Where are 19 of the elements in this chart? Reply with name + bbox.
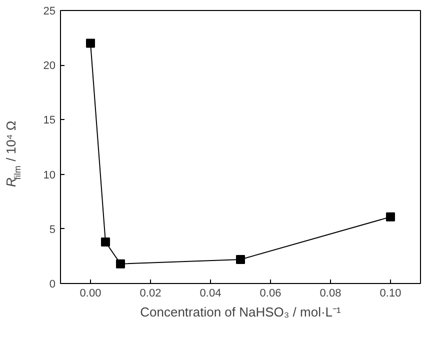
point <box>386 212 395 222</box>
x-tick-label: 0.10 <box>380 288 402 300</box>
y-axis-title: Rfilm / 10⁴ Ω <box>4 120 22 187</box>
y-tick-label: 25 <box>43 6 56 18</box>
x-tick-label: 0.00 <box>80 288 102 300</box>
x-tick-label: 0.04 <box>200 288 222 300</box>
y-tick-label: 10 <box>43 169 56 182</box>
point <box>86 38 95 48</box>
y-tick-label: 20 <box>43 60 56 72</box>
x-tick-label: 0.02 <box>140 288 162 300</box>
point <box>116 259 125 268</box>
y-tick-label: 5 <box>49 224 56 236</box>
x-axis-title: Concentration of NaHSO₃ / mol·L⁻¹ <box>140 304 342 320</box>
x-tick-label: 0.08 <box>320 288 342 300</box>
point <box>236 254 245 264</box>
x-tick-label: 0.06 <box>260 288 282 300</box>
y-tick-label: 15 <box>43 114 56 127</box>
y-tick-label: 0 <box>49 278 56 290</box>
point <box>101 238 110 247</box>
